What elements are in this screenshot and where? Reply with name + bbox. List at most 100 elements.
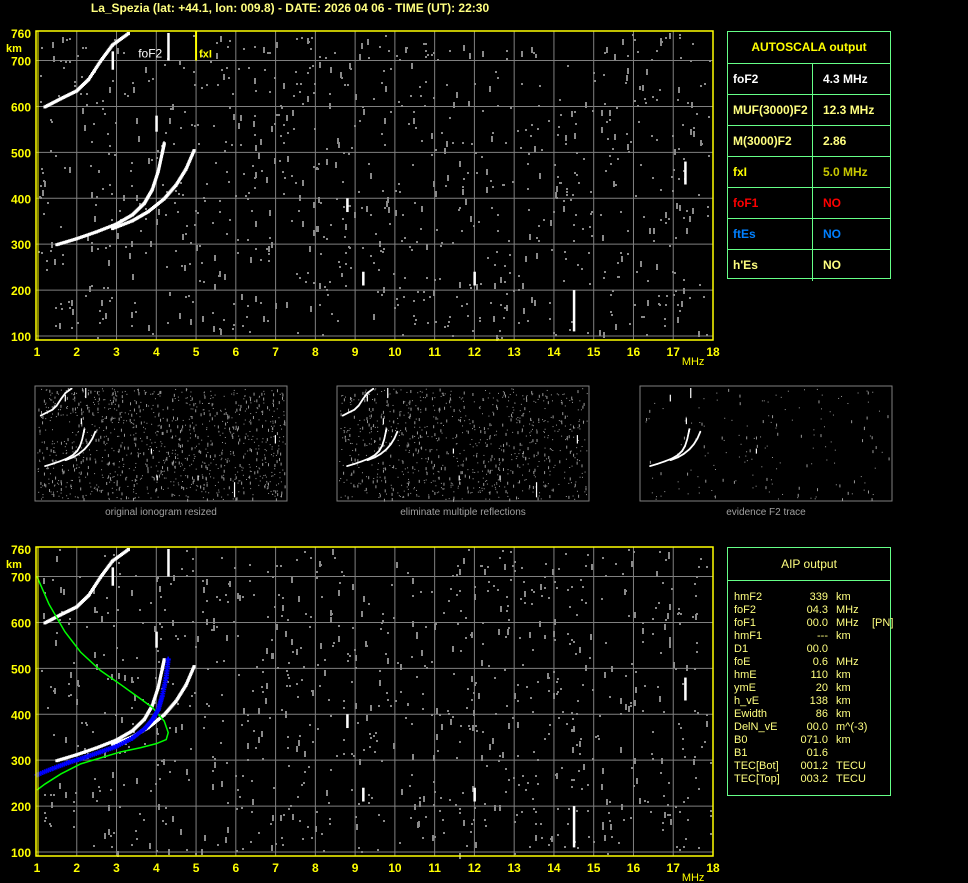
noise-pixel (515, 418, 517, 420)
noise-pixel (660, 219, 662, 221)
noise-pixel (617, 262, 619, 264)
noise-pixel (90, 165, 92, 167)
noise-pixel (382, 613, 384, 615)
noise-pixel (101, 388, 103, 390)
noise-pixel (56, 556, 58, 562)
noise-pixel (419, 797, 421, 799)
noise-pixel (174, 453, 176, 455)
noise-pixel (444, 467, 446, 471)
noise-pixel (347, 653, 349, 655)
noise-pixel (448, 713, 450, 715)
noise-pixel (78, 402, 80, 406)
noise-pixel (358, 191, 360, 193)
noise-pixel (706, 721, 708, 727)
trace-point (55, 759, 59, 763)
noise-pixel (93, 123, 95, 125)
trace-point (86, 233, 90, 237)
noise-pixel (279, 472, 281, 474)
noise-pixel (529, 469, 531, 471)
noise-pixel (529, 423, 531, 425)
noise-pixel (250, 449, 252, 453)
x-tick-label: 10 (388, 345, 402, 359)
noise-pixel (423, 796, 425, 802)
noise-pixel (584, 439, 586, 441)
noise-pixel (302, 221, 304, 227)
noise-pixel (531, 441, 533, 443)
trace-point (112, 742, 116, 746)
noise-pixel (312, 65, 314, 67)
noise-pixel (158, 450, 160, 452)
noise-pixel (482, 51, 484, 57)
noise-pixel (187, 440, 189, 442)
trace-point (114, 741, 118, 745)
ionogram-title: La_Spezia (lat: +44.1, lon: 009.8) - DAT… (90, 1, 490, 15)
noise-pixel (643, 216, 645, 218)
noise-pixel (587, 554, 589, 556)
noise-pixel (521, 444, 523, 446)
noise-pixel (162, 466, 164, 470)
noise-pixel (225, 594, 227, 596)
noise-pixel (136, 479, 138, 481)
noise-pixel (362, 247, 364, 249)
noise-pixel (341, 402, 343, 404)
noise-pixel (431, 449, 433, 451)
noise-pixel (687, 102, 689, 104)
noise-pixel (253, 594, 255, 596)
noise-pixel (208, 402, 210, 404)
noise-pixel (414, 323, 416, 325)
noise-pixel (482, 643, 484, 645)
trace-point (55, 243, 59, 247)
noise-pixel (46, 389, 48, 391)
noise-pixel (370, 438, 372, 440)
noise-pixel (123, 422, 125, 424)
noise-pixel (82, 459, 84, 463)
noise-pixel (682, 124, 684, 126)
trace-point (119, 223, 123, 227)
noise-pixel (177, 211, 179, 213)
noise-pixel (528, 457, 530, 459)
noise-pixel (96, 391, 98, 395)
noise-pixel (426, 277, 428, 279)
noise-pixel (153, 391, 155, 393)
noise-pixel (107, 492, 109, 496)
noise-pixel (652, 96, 654, 98)
noise-pixel (433, 464, 435, 468)
noise-pixel (571, 396, 573, 400)
noise-pixel (238, 480, 240, 482)
noise-pixel (516, 496, 518, 500)
noise-pixel (668, 553, 670, 559)
noise-pixel (446, 451, 448, 455)
noise-pixel (495, 488, 497, 490)
noise-pixel (433, 97, 435, 99)
noise-pixel (370, 705, 372, 711)
noise-pixel (272, 576, 274, 578)
noise-pixel (521, 415, 523, 417)
noise-pixel (434, 433, 436, 437)
noise-pixel (512, 412, 514, 414)
noise-pixel (602, 828, 604, 830)
noise-pixel (98, 391, 100, 393)
noise-pixel (345, 263, 347, 265)
noise-pixel (509, 272, 511, 274)
noise-pixel (450, 719, 452, 725)
noise-pixel (262, 438, 264, 440)
noise-pixel (403, 414, 405, 416)
noise-pixel (593, 841, 595, 843)
noise-pixel (408, 481, 410, 483)
noise-pixel (154, 626, 156, 632)
noise-pixel (547, 483, 549, 485)
noise-pixel (254, 115, 256, 117)
noise-pixel (406, 482, 408, 484)
noise-pixel (662, 582, 664, 584)
noise-pixel (42, 485, 44, 487)
noise-pixel (224, 408, 226, 410)
noise-pixel (484, 464, 486, 468)
noise-pixel (471, 632, 473, 638)
noise-pixel (106, 463, 108, 465)
noise-pixel (389, 411, 391, 413)
noise-pixel (601, 110, 603, 116)
noise-pixel (256, 451, 258, 455)
noise-pixel (213, 459, 215, 461)
noise-pixel (433, 804, 435, 806)
noise-pixel (351, 443, 353, 445)
